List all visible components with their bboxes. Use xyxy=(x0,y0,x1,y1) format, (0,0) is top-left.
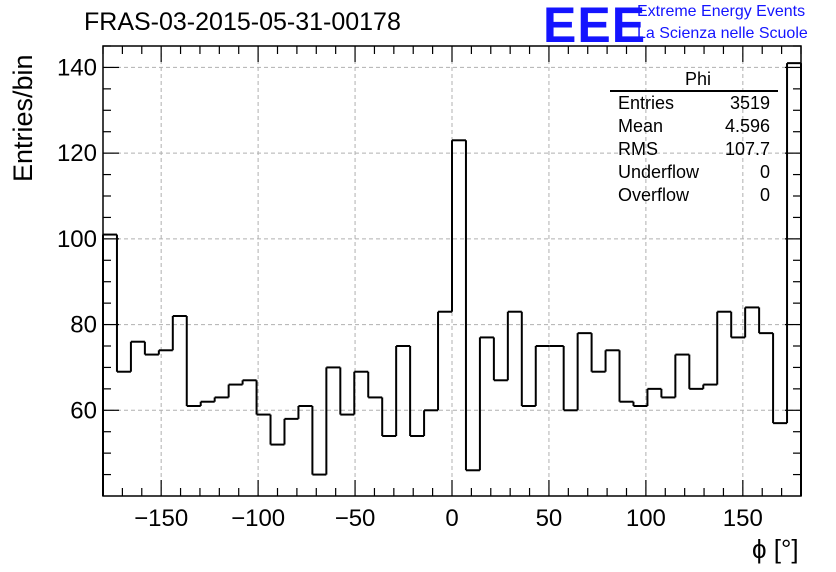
x-tick-label: 100 xyxy=(626,505,666,532)
x-tick-label: −100 xyxy=(231,505,285,532)
eee-logo: EEE xyxy=(543,0,647,53)
y-tick-label: 120 xyxy=(57,140,97,167)
stats-value: 4.596 xyxy=(724,116,770,136)
y-tick-label: 140 xyxy=(57,54,97,81)
x-tick-label: −50 xyxy=(335,505,376,532)
stats-value: 3519 xyxy=(729,93,770,113)
y-tick-label: 80 xyxy=(70,312,97,339)
x-tick-label: 50 xyxy=(536,505,563,532)
project-name: Extreme Energy Events xyxy=(637,3,806,20)
stats-title: Phi xyxy=(610,68,778,92)
x-tick-label: 0 xyxy=(445,505,458,532)
stats-row-underflow: Underflow 0 xyxy=(610,161,778,184)
stats-row-mean: Mean 4.596 xyxy=(610,115,778,138)
stats-row-rms: RMS 107.7 xyxy=(610,138,778,161)
project-subtitle: La Scienza nelle Scuole xyxy=(637,25,808,42)
stats-label: Entries xyxy=(618,93,675,113)
x-tick-label: 150 xyxy=(723,505,763,532)
chart-title: FRAS-03-2015-05-31-00178 xyxy=(84,8,401,36)
stats-label: RMS xyxy=(618,139,658,159)
x-axis-label: ϕ [°] xyxy=(752,534,799,564)
stats-label: Mean xyxy=(618,116,664,136)
stats-value: 107.7 xyxy=(724,139,770,159)
stats-value: 0 xyxy=(759,162,770,182)
x-tick-label: −150 xyxy=(134,505,188,532)
stats-box: Phi Entries 3519 Mean 4.596 RMS 107.7 Un… xyxy=(610,68,778,207)
stats-value: 0 xyxy=(759,185,770,205)
stats-row-overflow: Overflow 0 xyxy=(610,184,778,207)
stats-label: Underflow xyxy=(618,162,700,182)
y-tick-label: 60 xyxy=(70,397,97,424)
y-tick-label: 100 xyxy=(57,226,97,253)
stats-label: Overflow xyxy=(618,185,690,205)
stats-row-entries: Entries 3519 xyxy=(610,92,778,115)
y-axis-label: Entries/bin xyxy=(8,54,38,182)
